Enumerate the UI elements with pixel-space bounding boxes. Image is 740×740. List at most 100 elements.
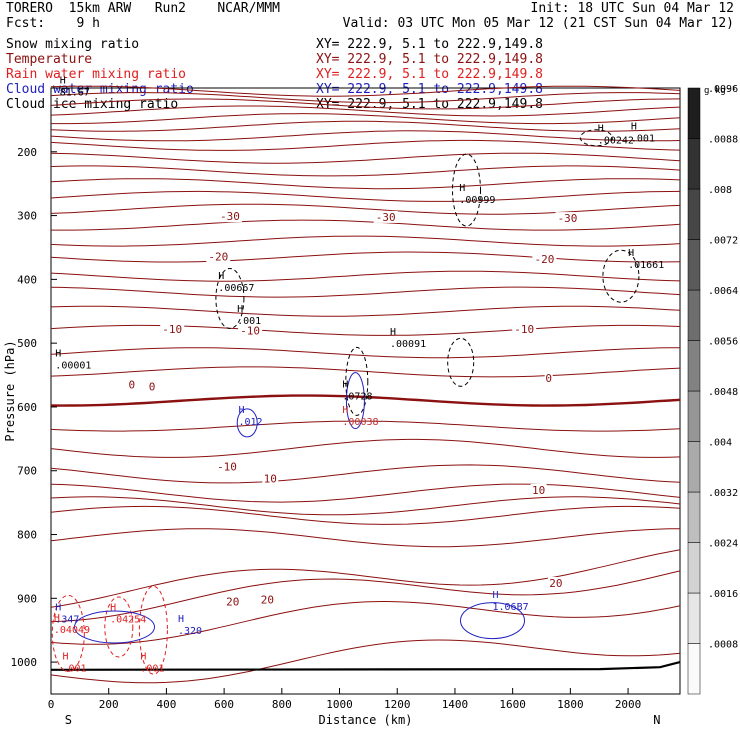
contour-label-bg (238, 324, 263, 337)
max-value-label: .00242 (598, 136, 634, 147)
colorbar-tick-label: .0064 (708, 286, 738, 297)
temperature-contour-label: -10 (162, 323, 182, 336)
contour-label-bg (148, 380, 156, 393)
colorbar-cell (687, 542, 701, 594)
isotherm-contour (50, 464, 681, 484)
max-marker: H (140, 652, 146, 663)
isotherm-contour (50, 549, 681, 608)
contour-label-bg (532, 253, 557, 265)
legend-xy: XY= 222.9, 5.1 to 222.9,149.8 (316, 52, 543, 67)
y-tick-label: 300 (17, 210, 37, 223)
max-marker: H (55, 603, 61, 614)
contour-label-bg (262, 472, 279, 485)
forecast-hour: Fcst: 9 h (6, 16, 100, 31)
contour-label-bg (547, 577, 564, 589)
isotherm-contour (50, 190, 681, 202)
colorbar-tick-label: .0048 (708, 387, 738, 398)
colorbar-tick-label: .0096 (708, 84, 738, 95)
isotherm-contour (50, 505, 681, 525)
x-tick-label: 600 (214, 698, 234, 711)
max-marker: H (631, 122, 637, 133)
valid-time: Valid: 03 UTC Mon 05 Mar 12 (21 CST Sun … (342, 16, 734, 31)
colorbar-cell (687, 491, 701, 543)
y-tick-label: 600 (17, 401, 37, 414)
max-marker: H (55, 349, 61, 360)
max-marker: H (598, 124, 604, 135)
cloud-water-contour (460, 602, 525, 640)
mixing-ratio-contour (452, 153, 481, 227)
contour-label-bg (127, 378, 136, 391)
colorbar-tick-label: .0056 (708, 337, 738, 348)
contour-label-bg (217, 210, 242, 223)
isotherm-contour (50, 528, 681, 548)
colorbar-tick-label: .008 (708, 185, 732, 196)
max-marker: H (218, 271, 224, 282)
max-value-label: .01661 (628, 260, 664, 271)
isotherm-contour (50, 394, 681, 407)
max-value-label: .001 (140, 664, 164, 675)
colorbar-cell (687, 239, 701, 291)
max-marker: H (342, 405, 348, 416)
isotherm-contour (50, 366, 681, 378)
terrain-line (50, 661, 681, 671)
y-tick-label: 800 (17, 529, 37, 542)
y-tick-label: 900 (17, 592, 37, 605)
max-value-label: .001 (237, 316, 261, 327)
y-tick-label: 1000 (11, 656, 38, 669)
y-tick-label: 400 (17, 273, 37, 286)
max-value-label: 81.67 (60, 88, 90, 99)
isotherm-contour (50, 305, 681, 317)
mixing-ratio-contour (51, 594, 85, 672)
max-value-label: .00038 (342, 417, 378, 428)
model-title: TORERO 15km ARW Run2 NCAR/MMM (6, 1, 280, 16)
max-marker: H (459, 183, 465, 194)
x-tick-label: 1000 (326, 698, 353, 711)
isotherm-contour (50, 165, 681, 177)
isotherm-contour (50, 251, 681, 263)
temperature-contour-label: 0 (545, 372, 552, 385)
x-tick-label: 400 (156, 698, 176, 711)
temperature-contour-label: -20 (534, 253, 554, 266)
isotherm-contour (50, 286, 681, 298)
contour-label-bg (512, 323, 537, 336)
colorbar-tick-label: .004 (708, 438, 732, 449)
mixing-ratio-contour (215, 268, 245, 329)
isotherm-contour (50, 570, 681, 623)
isotherm-contour (50, 85, 681, 97)
max-marker: H (493, 590, 499, 601)
x-tick-label: 1800 (557, 698, 584, 711)
max-value-label: .04049 (54, 625, 90, 636)
max-value-label: .00999 (459, 195, 495, 206)
colorbar-unit: g kg⁻¹ (704, 86, 737, 96)
colorbar-cell (687, 340, 701, 392)
temperature-contour-label: -30 (376, 211, 396, 224)
contour-label-bg (259, 593, 276, 606)
temperature-contour-label: -10 (217, 460, 237, 473)
isotherm-contour (50, 235, 681, 247)
mixing-ratio-contour (579, 129, 613, 147)
max-value-label: .00091 (390, 339, 426, 350)
x-start-label: S (65, 713, 72, 727)
isotherm-contour (50, 270, 681, 282)
y-axis-label: Pressure (hPa) (3, 340, 17, 441)
max-value-label: .012 (239, 417, 263, 428)
max-marker: H (237, 304, 243, 315)
y-tick-label: 700 (17, 465, 37, 478)
colorbar-tick-label: .0016 (708, 589, 738, 600)
plot-frame (50, 87, 681, 695)
max-marker: H (390, 327, 396, 338)
x-tick-label: 2000 (615, 698, 642, 711)
mixing-ratio-contour (138, 585, 168, 675)
isotherm-contour (51, 113, 681, 125)
legend-xy: XY= 222.9, 5.1 to 222.9,149.8 (316, 67, 543, 82)
isotherm-contour (50, 420, 681, 432)
x-tick-label: 800 (272, 698, 292, 711)
temperature-contour-label: -30 (558, 212, 578, 225)
temperature-contour-label: -10 (514, 323, 534, 336)
colorbar-cell (687, 138, 701, 190)
contour-label-bg (373, 210, 398, 223)
colorbar-cell (687, 643, 701, 695)
colorbar-tick-label: .0072 (708, 236, 738, 247)
isotherm-contour (50, 120, 681, 132)
max-value-label: .00001 (55, 361, 91, 372)
